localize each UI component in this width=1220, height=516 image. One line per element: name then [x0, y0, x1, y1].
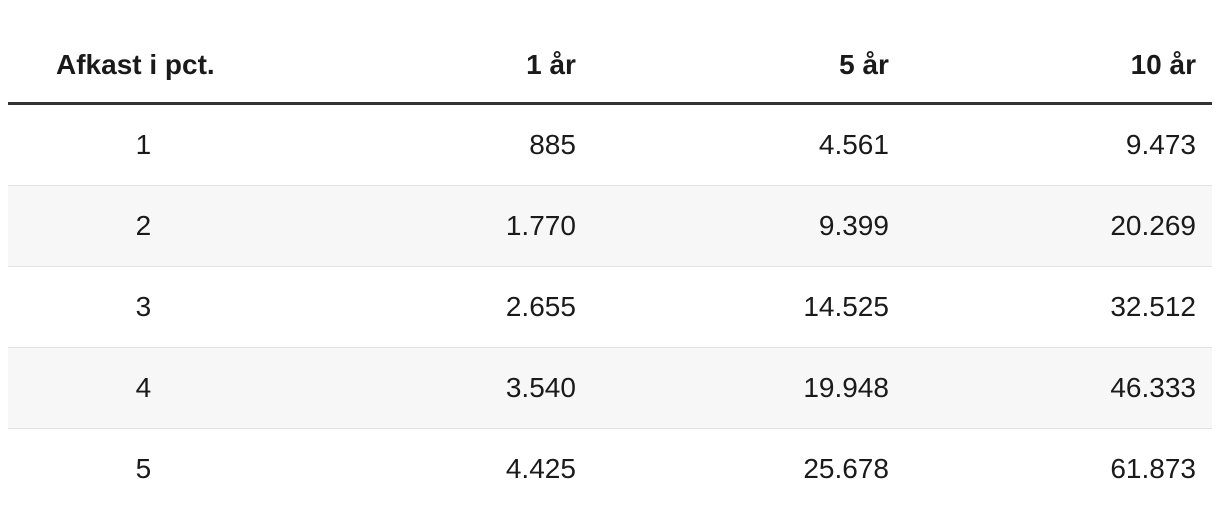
row-cell-pct: 2: [135, 210, 152, 241]
row-cell-pct: 5: [135, 453, 152, 484]
row-cell-pct: 1: [135, 129, 152, 160]
row-cell-pct: 4: [135, 372, 152, 403]
row-cell-1yr: 2.655: [505, 291, 576, 322]
row-cell-1yr: 4.425: [505, 453, 576, 484]
returns-table: Afkast i pct. 1 år 5 år 10 år 1 885 4.56…: [8, 8, 1212, 509]
header-row: Afkast i pct. 1 år 5 år 10 år: [8, 8, 1212, 105]
row-cell-10yr: 61.873: [1110, 453, 1196, 484]
row-cell-5yr: 4.561: [818, 129, 889, 160]
row-cell-1yr: 3.540: [505, 372, 576, 403]
table-header: Afkast i pct. 1 år 5 år 10 år: [8, 8, 1212, 105]
row-cell-5yr: 14.525: [803, 291, 889, 322]
column-header-1yr: 1 år: [278, 8, 592, 105]
row-cell-pct: 3: [135, 291, 152, 322]
column-header-afkast: Afkast i pct.: [8, 8, 279, 105]
row-cell-1yr: 1.770: [505, 210, 576, 241]
table-row: 2 1.770 9.399 20.269: [8, 185, 1212, 267]
column-header-5yr: 5 år: [591, 8, 905, 105]
row-cell-10yr: 20.269: [1110, 210, 1196, 241]
row-cell-10yr: 32.512: [1110, 291, 1196, 322]
row-cell-5yr: 9.399: [818, 210, 889, 241]
row-cell-10yr: 9.473: [1125, 129, 1196, 160]
row-cell-10yr: 46.333: [1110, 372, 1196, 403]
row-cell-1yr: 885: [529, 129, 576, 160]
table-row: 5 4.425 25.678 61.873: [8, 428, 1212, 510]
table-row: 4 3.540 19.948 46.333: [8, 347, 1212, 429]
row-cell-5yr: 25.678: [803, 453, 889, 484]
table-row: 1 885 4.561 9.473: [8, 104, 1212, 186]
column-header-10yr: 10 år: [904, 8, 1212, 105]
table-body: 1 885 4.561 9.473 2 1.770 9.399 20.269 3…: [8, 104, 1212, 510]
row-cell-5yr: 19.948: [803, 372, 889, 403]
table-row: 3 2.655 14.525 32.512: [8, 266, 1212, 348]
